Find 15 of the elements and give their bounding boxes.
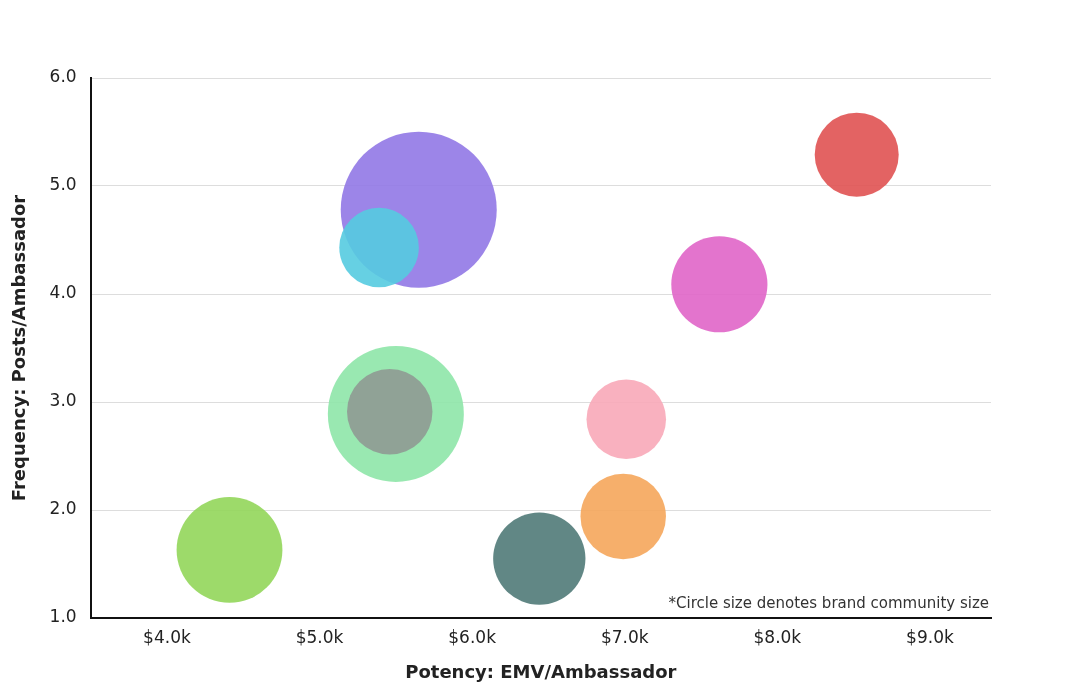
annotation: *Circle size denotes brand community size <box>668 594 989 613</box>
y-axis-title: Frequency: Posts/Ambassador <box>8 194 30 502</box>
x-tick-label: $5.0k <box>295 626 344 647</box>
x-tick-label: $4.0k <box>143 626 191 647</box>
y-tick-label: 1.0 <box>49 606 77 627</box>
y-tick-label: 3.0 <box>49 390 77 411</box>
y-tick-label: 2.0 <box>49 498 77 519</box>
y-tick-label: 5.0 <box>49 174 77 195</box>
y-tick-label: 6.0 <box>49 66 77 87</box>
y-tick-label: 4.0 <box>49 282 77 303</box>
x-tick-label: $8.0k <box>753 626 802 647</box>
x-tick-label: $7.0k <box>600 626 649 647</box>
x-axis-title: Potency: EMV/Ambassador <box>405 660 677 682</box>
x-tick-label: $6.0k <box>448 626 497 647</box>
x-tick-label: $9.0k <box>906 626 954 647</box>
